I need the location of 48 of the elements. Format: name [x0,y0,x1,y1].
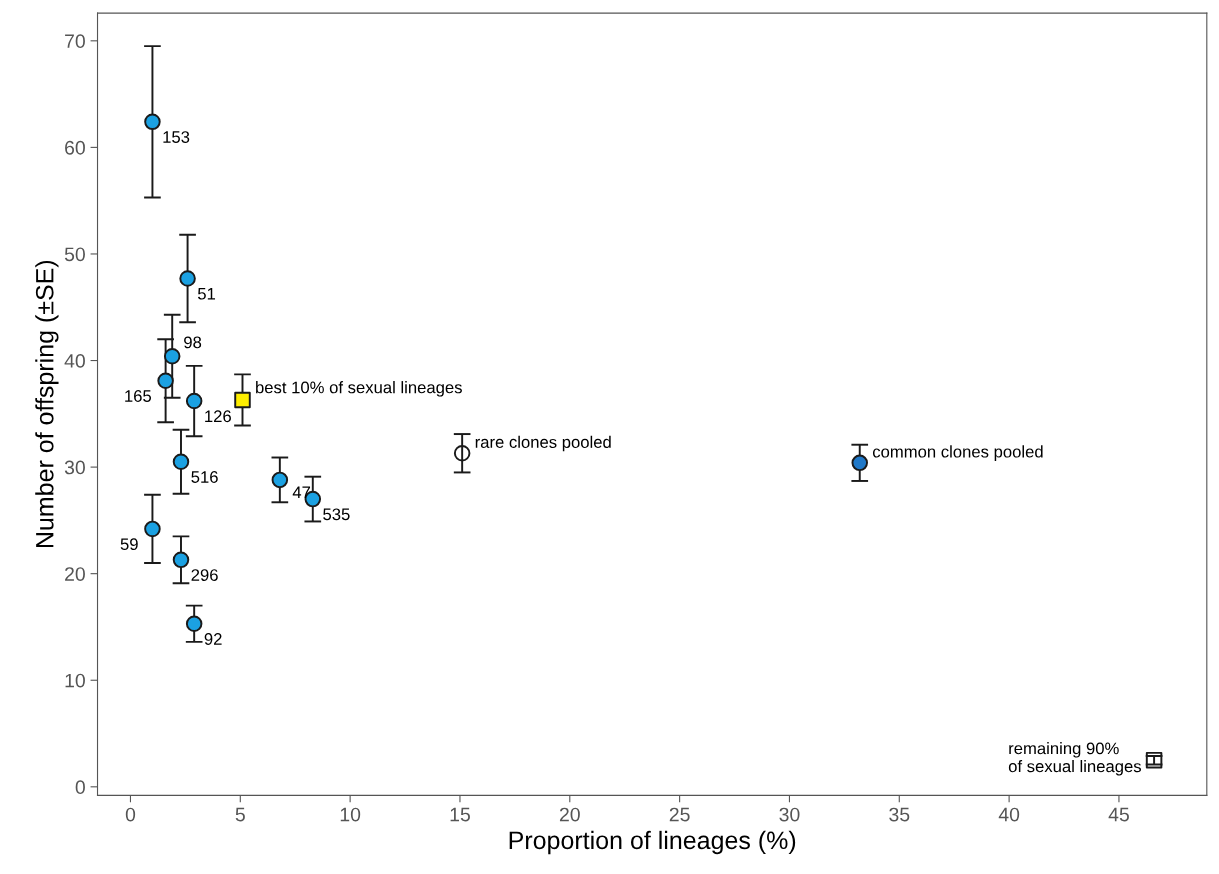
point [453,444,471,462]
annotation: rare clones pooled [475,435,611,452]
x-axis-title: Proportion of lineages (%) [509,830,796,855]
y-tick-label: 50 [64,247,85,262]
x-tick-label: 35 [889,807,910,822]
annotation: best 10% of sexual lineages [256,381,462,397]
annotation: 516 [191,471,218,483]
y-tick-label: 20 [65,567,85,581]
y-axis-title: Number of offspring (±SE) [35,260,59,548]
point [179,270,196,287]
y-tick-label: 40 [64,354,85,368]
point [271,471,289,489]
annotation: 98 [184,336,202,349]
point [144,520,161,538]
point [157,372,174,390]
x-tick-label: 15 [450,807,470,822]
point [172,453,190,471]
point [163,348,181,365]
annotation: 59 [120,538,138,551]
point [144,113,161,131]
y-tick-label: 10 [65,673,85,688]
y-tick-label: 60 [65,140,85,155]
x-tick-label: 30 [779,807,800,822]
annotation: 92 [204,633,222,645]
point [185,392,203,410]
y-tick-label: 30 [64,460,85,475]
x-tick-label: 40 [998,807,1020,822]
annotation: remaining 90% of sexual lineages [1008,742,1141,776]
annotation: 126 [205,410,231,423]
y-tick-label: 0 [75,780,85,795]
annotation: 296 [191,569,218,581]
annotation: common clones pooled [872,445,1043,461]
annotation: 153 [163,131,190,143]
annotation: 165 [125,390,152,402]
x-tick-label: 45 [1108,807,1129,822]
x-tick-label: 5 [235,807,245,822]
annotation: 51 [197,287,216,300]
annotation: 535 [323,508,350,521]
x-tick-label: 20 [559,807,580,822]
point [234,391,251,409]
x-tick-label: 10 [340,807,361,822]
x-tick-label: 0 [125,807,136,822]
point [172,551,190,569]
point [185,615,203,633]
annotation: 47 [292,486,311,499]
y-tick-label: 70 [65,34,85,49]
x-tick-label: 25 [669,807,690,822]
point [851,454,868,472]
